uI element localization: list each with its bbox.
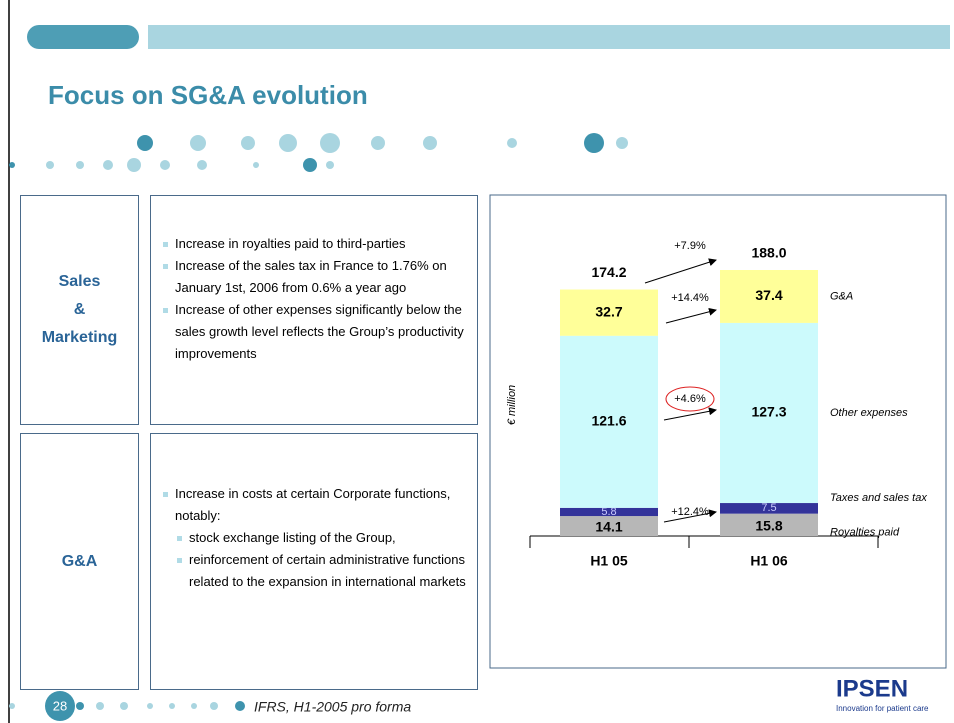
bullet: Increase in royalties paid to third-part… [161, 233, 466, 255]
category-label: H1 06 [750, 553, 788, 569]
page-number: 28 [53, 698, 67, 713]
growth-label: +14.4% [671, 292, 709, 304]
bar-segment [720, 513, 818, 536]
bullet-list: Increase in royalties paid to third-part… [161, 233, 466, 365]
panel-label: G&A [20, 433, 139, 690]
panel-text: Increase in royalties paid to third-part… [150, 195, 478, 425]
total-label: 188.0 [751, 245, 786, 261]
growth-arrow [644, 258, 717, 284]
segment-label: 15.8 [755, 518, 782, 534]
header-bar [148, 25, 950, 49]
footer-note: IFRS, H1-2005 pro forma [254, 699, 411, 715]
label-line: Sales [58, 273, 101, 290]
bullet: Increase of the sales tax in France to 1… [161, 255, 466, 299]
chart-frame [489, 194, 947, 669]
growth-label: +7.9% [674, 240, 706, 252]
label-line: & [73, 301, 86, 318]
logo: IPSEN [836, 675, 908, 702]
segment-label: 14.1 [595, 519, 622, 535]
page-badge [45, 691, 75, 721]
bullet: Increase of other expenses significantly… [161, 299, 466, 365]
dots [9, 133, 628, 711]
bar-segment [560, 516, 658, 536]
bar-segment [560, 507, 658, 517]
growth-arrow [665, 307, 717, 324]
bar-segment [560, 289, 658, 336]
sub-bullet: stock exchange listing of the Group, [175, 527, 466, 549]
growth-arrow [663, 509, 717, 523]
label-line: G&A [61, 552, 98, 570]
segment-label: 127.3 [751, 404, 786, 420]
panel-text: Increase in costs at certain Corporate f… [150, 433, 478, 690]
legend-label: G&A [830, 290, 853, 302]
legend-label: Other expenses [830, 407, 908, 419]
header-bar [27, 25, 139, 49]
y-axis-label: € million [506, 385, 518, 425]
segment-label: 121.6 [591, 413, 626, 429]
label-line: Marketing [41, 329, 118, 346]
bar-segment [720, 270, 818, 323]
bar-segment [720, 503, 818, 514]
growth-label: +4.6% [674, 393, 706, 405]
segment-label: 5.8 [601, 506, 616, 518]
growth-arrow [663, 407, 717, 421]
sub-bullet-list: stock exchange listing of the Group, rein… [161, 527, 466, 593]
growth-label: +12.4% [671, 506, 709, 518]
segment-label: 32.7 [595, 303, 622, 319]
segment-label: 37.4 [755, 287, 782, 303]
category-label: H1 05 [590, 553, 628, 569]
legend-label: Royalties paid [830, 527, 900, 539]
highlight-circle [665, 386, 715, 412]
bar-segment [720, 322, 818, 504]
total-label: 174.2 [591, 264, 626, 280]
legend-label: Taxes and sales tax [830, 492, 927, 504]
segment-label: 7.5 [761, 502, 776, 514]
bullet: Increase in costs at certain Corporate f… [161, 483, 466, 527]
logo-tagline: Innovation for patient care [836, 704, 929, 713]
sub-bullet: reinforcement of certain administrative … [175, 549, 466, 593]
bullet-list: Increase in costs at certain Corporate f… [161, 483, 466, 593]
panel-label: Sales & Marketing [20, 195, 139, 425]
bar-segment [560, 335, 658, 508]
slide-title: Focus on SG&A evolution [48, 80, 368, 110]
